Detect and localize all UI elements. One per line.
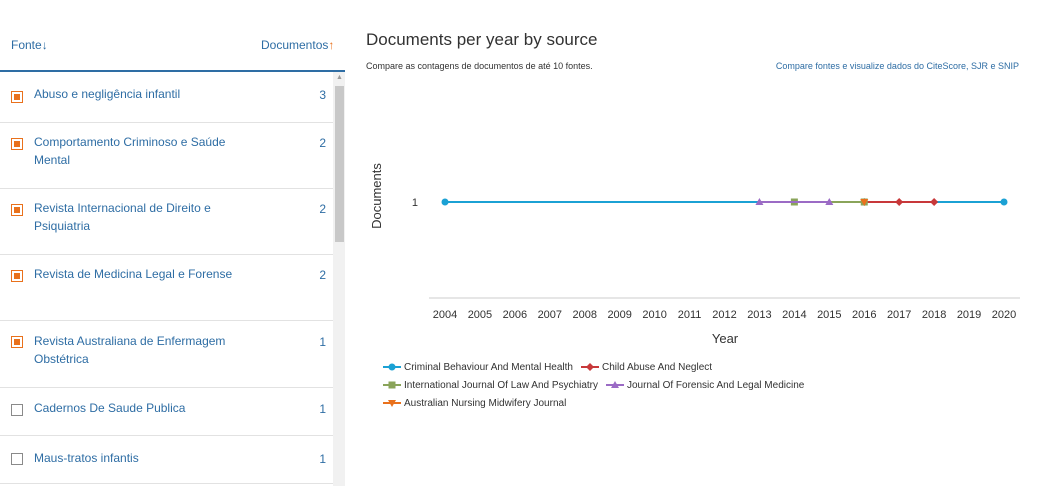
legend-item[interactable]: Journal Of Forensic And Legal Medicine [606,380,804,391]
source-row[interactable]: Cadernos De Saude Publica 1 [0,387,333,436]
legend-marker[interactable] [585,363,594,372]
legend-label: International Journal Of Law And Psychia… [404,380,598,391]
legend-item[interactable]: Australian Nursing Midwifery Journal [383,398,566,409]
x-tick-label: 2018 [922,309,946,321]
source-header-label: Fonte [11,38,42,52]
series-4 [860,199,869,206]
source-document-count: 2 [319,268,326,282]
legend-label: Australian Nursing Midwifery Journal [404,398,567,409]
legend-marker[interactable] [388,363,396,371]
x-tick-label: 2009 [607,309,631,321]
x-tick-label: 2013 [747,309,771,321]
scroll-up-arrow-icon[interactable]: ▲ [336,74,343,81]
data-point[interactable] [441,198,449,206]
x-tick-label: 2011 [678,309,702,321]
legend-item[interactable]: International Journal Of Law And Psychia… [383,380,598,391]
source-row[interactable]: Revista Australiana de Enfermagem Obstét… [0,320,333,388]
source-row[interactable]: Maus-tratos infantis 1 [0,435,333,484]
source-document-count: 1 [319,402,326,416]
source-name-link[interactable]: Comportamento Criminoso e Saúde Mental [34,135,226,167]
source-name-link[interactable]: Abuso e negligência infantil [34,87,181,101]
legend-label: Child Abuse And Neglect [601,362,713,373]
source-checkbox[interactable] [11,204,23,216]
legend-label: Criminal Behaviour And Mental Health [404,362,573,373]
compare-sources-link[interactable]: Compare fontes e visualize dados do Cite… [775,61,1019,71]
source-checkbox[interactable] [11,138,23,150]
scrollbar-thumb[interactable] [335,86,344,242]
sort-down-arrow-icon: ↓ [41,38,48,52]
header-divider [0,70,345,72]
data-point[interactable] [755,198,764,205]
source-row[interactable]: Revista de Medicina Legal e Forense 2 [0,254,333,321]
x-tick-label: 2017 [887,309,911,321]
source-document-count: 1 [319,452,326,466]
legend-row: International Journal Of Law And Psychia… [383,380,812,398]
x-tick-label: 2004 [433,309,457,321]
source-row[interactable]: Revista Internacional de Direito e Psiqu… [0,188,333,255]
y-tick-label: 1 [412,197,418,209]
x-tick-label: 2020 [992,309,1016,321]
data-point[interactable] [860,199,869,206]
source-row[interactable]: Comportamento Criminoso e Saúde Mental 2 [0,122,333,189]
legend-marker[interactable] [388,400,396,408]
sort-by-source-header[interactable]: Fonte↓ [11,38,48,52]
legend-swatch-icon [383,381,401,389]
legend-swatch-icon [580,363,599,372]
data-point[interactable] [825,198,834,205]
sort-up-arrow-icon: ↑ [328,38,335,52]
x-tick-label: 2016 [852,309,876,321]
series-3 [755,198,834,205]
legend-swatch-icon [606,381,624,389]
legend-marker[interactable] [388,381,396,389]
x-tick-label: 2008 [573,309,597,321]
x-tick-label: 2006 [503,309,527,321]
legend-swatch-icon [383,400,401,408]
y-axis-label: Documents [369,163,384,229]
source-name-link[interactable]: Revista Australiana de Enfermagem Obstét… [34,334,226,366]
source-name-link[interactable]: Revista de Medicina Legal e Forense [34,267,233,281]
legend-item[interactable]: Criminal Behaviour And Mental Health [383,362,573,373]
legend-swatch-icon [383,363,401,371]
source-checkbox[interactable] [11,91,23,103]
source-checkbox[interactable] [11,270,23,282]
x-axis-label: Year [712,331,739,346]
legend-item[interactable]: Child Abuse And Neglect [580,362,713,373]
source-document-count: 2 [319,202,326,216]
x-tick-label: 2014 [782,309,806,321]
source-name-link[interactable]: Cadernos De Saude Publica [34,401,186,415]
chart-title: Documents per year by source [366,30,598,49]
legend-row: Australian Nursing Midwifery Journal [383,398,812,416]
documents-header-label: Documentos [261,38,329,52]
data-point[interactable] [895,198,904,206]
series-1 [860,198,939,206]
x-tick-label: 2005 [468,309,492,321]
legend-row: Criminal Behaviour And Mental Health Chil… [383,362,812,380]
source-checkbox[interactable] [11,404,23,416]
source-document-count: 3 [319,88,326,102]
data-point[interactable] [930,198,939,206]
legend-marker[interactable] [611,381,619,389]
chart-subtitle: Compare as contagens de documentos de at… [366,61,593,71]
x-tick-label: 2010 [642,309,666,321]
source-row[interactable]: Abuso e negligência infantil 3 [0,72,333,123]
sort-by-documents-header[interactable]: Documentos↑ [261,38,334,52]
source-filter-panel: Fonte↓ Documentos↑ Abuso e negligência i… [0,0,345,486]
source-name-link[interactable]: Revista Internacional de Direito e Psiqu… [34,201,211,233]
source-document-count: 2 [319,136,326,150]
x-tick-label: 2019 [957,309,981,321]
source-checkbox[interactable] [11,453,23,465]
legend-label: Journal Of Forensic And Legal Medicine [627,380,805,391]
x-tick-label: 2015 [817,309,841,321]
chart-legend: Criminal Behaviour And Mental Health Chil… [383,362,812,416]
x-tick-label: 2007 [538,309,562,321]
source-name-link[interactable]: Maus-tratos infantis [34,451,139,465]
source-checkbox[interactable] [11,336,23,348]
data-point[interactable] [1000,198,1008,206]
x-tick-label: 2012 [712,309,736,321]
source-document-count: 1 [319,335,326,349]
